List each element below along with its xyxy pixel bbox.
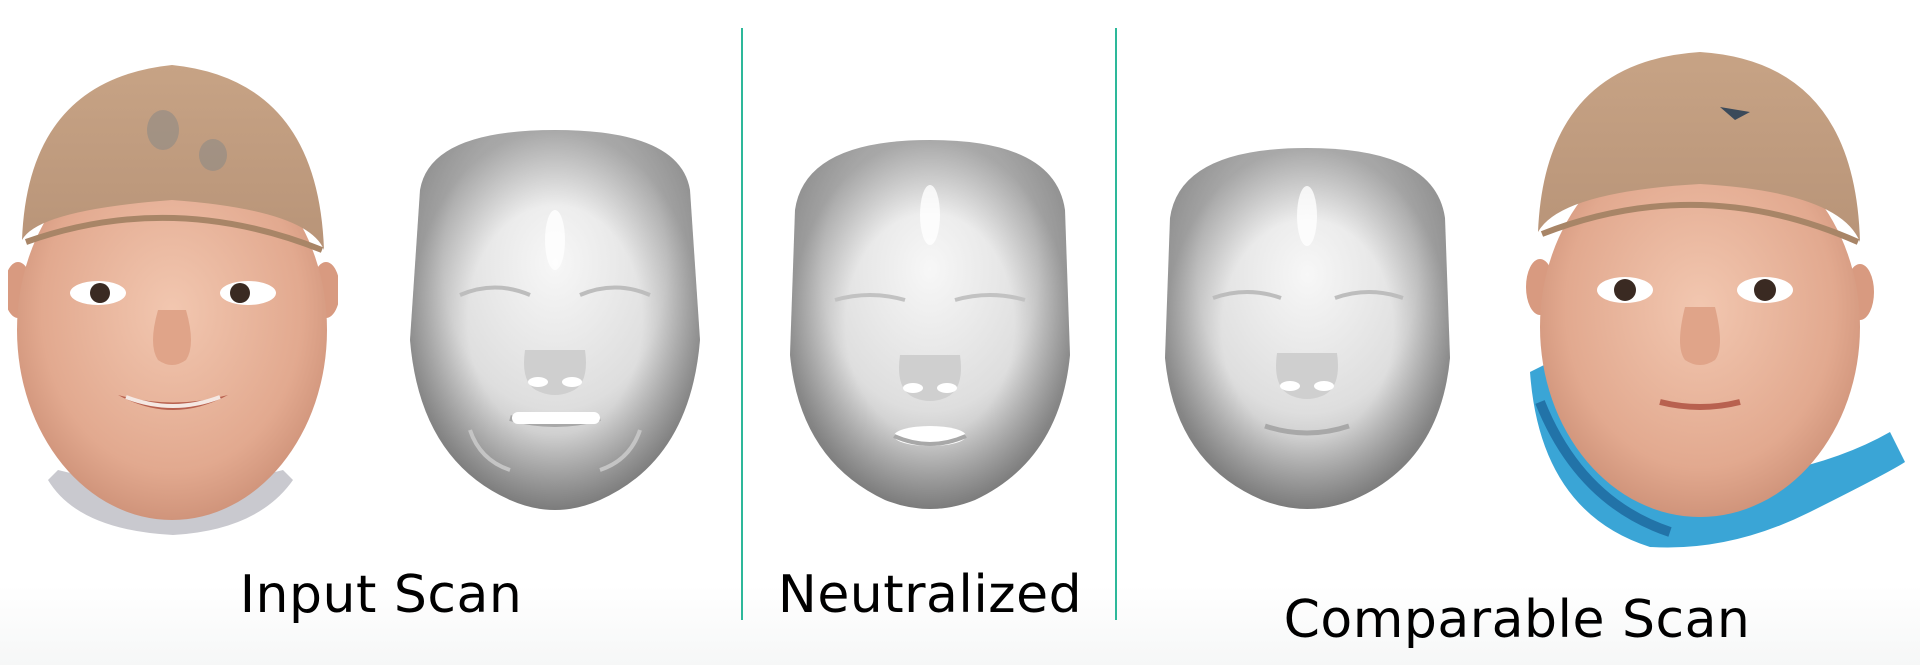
baby-face-photo-icon <box>1526 52 1905 548</box>
baby-face-mesh-icon <box>790 140 1070 509</box>
divider-right <box>1115 28 1117 620</box>
comparable-photo-face <box>1520 52 1910 552</box>
comparable-mesh-face <box>1155 148 1460 513</box>
label-comparable-scan: Comparable Scan <box>1283 590 1751 650</box>
label-input-scan: Input Scan <box>239 565 523 625</box>
baby-face-mesh-icon <box>1165 148 1450 509</box>
neutralized-mesh-face <box>780 140 1080 515</box>
divider-left <box>741 28 743 620</box>
input-photo-face <box>8 60 338 540</box>
input-mesh-face <box>400 130 710 515</box>
baby-face-photo-icon <box>8 65 338 535</box>
label-neutralized: Neutralized <box>777 565 1083 625</box>
baby-face-mesh-icon <box>410 130 700 510</box>
